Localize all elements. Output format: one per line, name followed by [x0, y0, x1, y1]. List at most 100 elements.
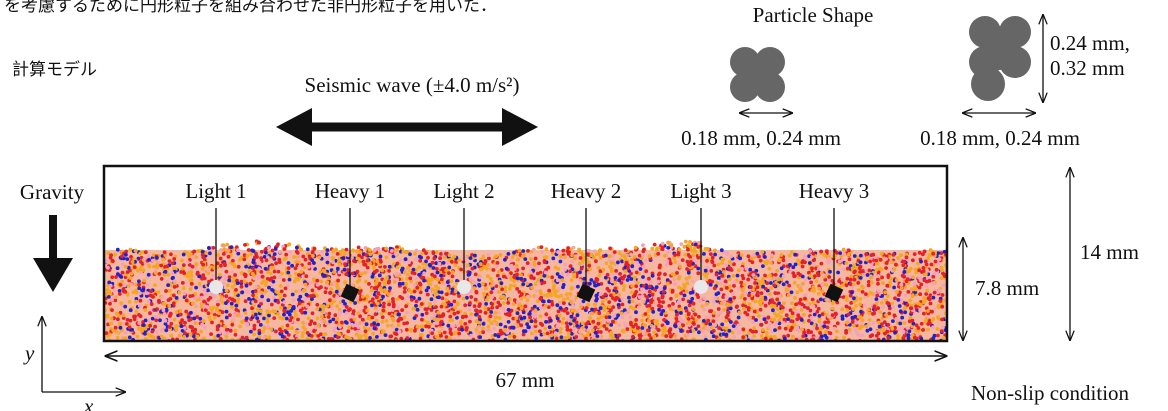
particle: [415, 277, 419, 281]
particle: [519, 277, 523, 281]
particle: [731, 331, 735, 335]
particle: [665, 259, 669, 263]
particle: [443, 331, 447, 335]
particle: [355, 333, 359, 337]
particle: [116, 266, 120, 270]
particle: [229, 329, 233, 333]
particle: [896, 298, 900, 302]
particle: [385, 319, 389, 323]
particle: [284, 287, 288, 291]
particle: [697, 324, 701, 328]
particle: [769, 258, 773, 262]
particle: [438, 314, 442, 318]
particle: [145, 291, 149, 295]
particle: [418, 259, 422, 263]
particle: [689, 260, 693, 264]
particle: [926, 309, 930, 313]
particle: [533, 315, 537, 319]
particle: [623, 274, 627, 278]
particle: [575, 321, 579, 325]
particle: [613, 250, 617, 254]
particle: [479, 268, 483, 272]
particle: [353, 301, 357, 305]
particle: [516, 300, 520, 304]
particle: [534, 289, 538, 293]
particle: [262, 317, 266, 321]
particle: [175, 296, 179, 300]
particle: [622, 288, 626, 292]
particle: [489, 314, 493, 318]
particle: [469, 277, 473, 281]
particle: [586, 271, 590, 275]
particle: [344, 272, 348, 276]
particle: [701, 329, 705, 333]
particle: [878, 325, 882, 329]
particle: [376, 323, 380, 327]
particle: [903, 260, 907, 264]
particle: [301, 255, 305, 259]
particle: [530, 319, 534, 323]
particle: [498, 316, 502, 320]
particle: [863, 304, 867, 308]
particle: [761, 250, 765, 254]
particle: [311, 265, 315, 269]
particle: [162, 308, 166, 312]
particle: [936, 327, 940, 331]
particle: [247, 269, 251, 273]
particle: [469, 312, 473, 316]
particle: [722, 270, 726, 274]
particle: [484, 307, 488, 311]
particle: [222, 248, 226, 252]
particle: [603, 305, 607, 309]
particle: [920, 322, 924, 326]
particle: [420, 302, 424, 306]
particle: [688, 263, 692, 267]
particle: [144, 319, 148, 323]
particle: [161, 258, 165, 262]
particle: [270, 303, 274, 307]
particle: [788, 254, 792, 258]
particle: [768, 267, 772, 271]
particle: [641, 275, 645, 279]
particle: [406, 273, 410, 277]
particle: [579, 302, 583, 306]
particle: [182, 253, 186, 257]
particle: [194, 286, 198, 290]
particle: [494, 311, 498, 315]
particle: [110, 275, 114, 279]
particle: [679, 311, 683, 315]
particle: [128, 276, 132, 280]
particle: [724, 319, 728, 323]
particle: [738, 257, 742, 261]
particle: [132, 290, 136, 294]
particle: [478, 276, 482, 280]
particle: [880, 252, 884, 256]
particle: [244, 265, 248, 269]
particle: [225, 335, 229, 339]
particle: [291, 293, 295, 297]
particle: [313, 322, 317, 326]
particle: [688, 304, 692, 308]
particle: [395, 278, 399, 282]
particle: [895, 290, 899, 294]
particle: [298, 301, 302, 305]
particle: [301, 331, 305, 335]
gravity-arrow: [33, 215, 73, 292]
particle: [274, 261, 278, 265]
particle: [902, 275, 906, 279]
particle: [266, 271, 270, 275]
particle: [558, 330, 562, 334]
particle: [611, 305, 615, 309]
particle: [404, 304, 408, 308]
particle: [848, 257, 852, 261]
particle: [815, 327, 819, 331]
particle: [248, 282, 252, 286]
particle: [647, 277, 651, 281]
particle: [586, 320, 590, 324]
particle: [161, 295, 165, 299]
particle: [240, 280, 244, 284]
particle: [445, 335, 449, 339]
particle: [449, 303, 453, 307]
particle: [311, 289, 315, 293]
particle: [786, 334, 790, 338]
